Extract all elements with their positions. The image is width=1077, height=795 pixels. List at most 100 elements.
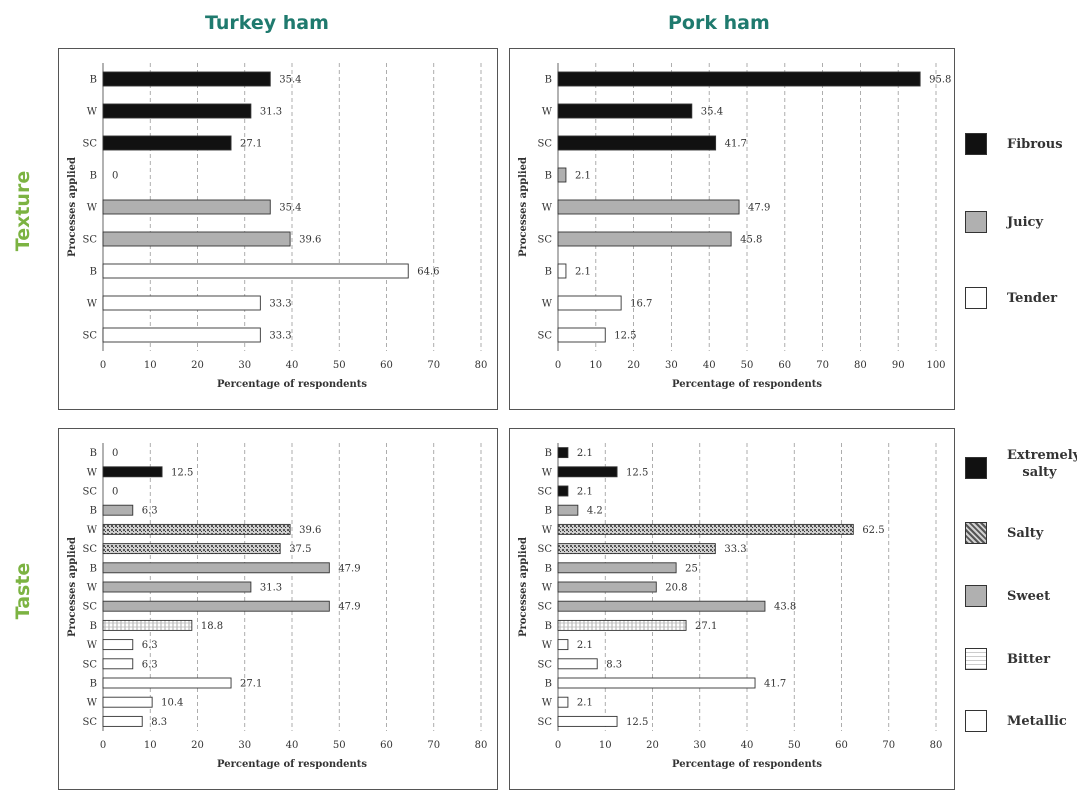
bar xyxy=(557,135,717,151)
bar xyxy=(557,523,854,535)
x-tick-label: 20 xyxy=(627,360,640,371)
category-label: B xyxy=(90,563,97,574)
category-label: SC xyxy=(537,331,552,342)
row-title-texture: Texture xyxy=(12,170,34,252)
chart-panel-pork-taste: 0 10 20 30 40 50 60 70 80 B 2.1 W 12.5 SC 2.1 B 4.2 W 62.5… xyxy=(509,428,955,790)
x-tick-label: 40 xyxy=(286,360,299,371)
data-label: 16.7 xyxy=(630,299,652,310)
bar xyxy=(557,466,618,478)
data-label: 0 xyxy=(112,171,118,182)
legend-label: Tender xyxy=(1007,291,1058,306)
data-label: 33.3 xyxy=(269,299,291,310)
category-label: SC xyxy=(82,717,97,728)
bar xyxy=(557,447,569,459)
x-tick-label: 70 xyxy=(427,740,440,751)
chart-svg-turkey-taste: 0 10 20 30 40 50 60 70 80 B 0 W 12.5 SC 0 B 6.3 W 39.6 SC 37… xyxy=(67,443,487,770)
bar xyxy=(102,523,291,535)
bar xyxy=(102,658,134,670)
x-axis-label: Percentage of respondents xyxy=(217,379,367,390)
category-label: B xyxy=(90,75,97,86)
x-tick-label: 80 xyxy=(854,360,867,371)
y-axis-label: Processes applied xyxy=(67,157,78,257)
y-axis-label: Processes applied xyxy=(518,157,529,257)
bar xyxy=(557,103,693,119)
legend-swatch xyxy=(965,133,987,155)
bar xyxy=(557,658,598,670)
legend-swatch xyxy=(965,710,987,732)
data-label: 2.1 xyxy=(575,267,591,278)
data-label: 31.3 xyxy=(260,583,282,594)
x-tick-label: 60 xyxy=(380,740,393,751)
x-tick-label: 10 xyxy=(144,360,157,371)
x-tick-label: 60 xyxy=(835,740,848,751)
bar xyxy=(557,231,732,247)
bar xyxy=(102,639,134,651)
bar xyxy=(102,466,163,478)
bar xyxy=(557,600,766,612)
category-label: SC xyxy=(537,487,552,498)
column-title-turkey: Turkey ham xyxy=(205,12,329,34)
legend-item: Sweet xyxy=(965,585,1075,625)
category-label: B xyxy=(545,75,552,86)
bar xyxy=(102,71,271,87)
data-label: 47.9 xyxy=(748,203,770,214)
data-label: 27.1 xyxy=(240,679,262,690)
x-tick-label: 60 xyxy=(778,360,791,371)
category-label: B xyxy=(545,621,552,632)
x-tick-label: 10 xyxy=(599,740,612,751)
data-label: 6.3 xyxy=(142,659,158,670)
category-label: SC xyxy=(537,235,552,246)
x-tick-label: 0 xyxy=(100,360,106,371)
y-axis-label: Processes applied xyxy=(67,537,78,637)
data-label: 8.3 xyxy=(151,717,167,728)
data-label: 41.7 xyxy=(764,679,786,690)
data-label: 10.4 xyxy=(161,698,183,709)
legend-item: Extremely salty xyxy=(965,447,1077,487)
category-label: SC xyxy=(82,139,97,150)
bar xyxy=(102,263,409,279)
x-axis-label: Percentage of respondents xyxy=(217,759,367,770)
bar xyxy=(102,581,252,593)
data-label: 27.1 xyxy=(240,139,262,150)
legend-swatch xyxy=(965,287,987,309)
bar xyxy=(102,295,261,311)
data-label: 4.2 xyxy=(587,506,603,517)
category-label: W xyxy=(87,583,98,594)
data-label: 8.3 xyxy=(606,659,622,670)
bar xyxy=(557,715,618,727)
category-label: B xyxy=(545,267,552,278)
legend-swatch xyxy=(965,522,987,544)
category-label: W xyxy=(542,583,553,594)
bar xyxy=(557,543,716,555)
bar xyxy=(102,619,193,631)
legend-label: Salty xyxy=(1007,526,1044,541)
legend-item: Salty xyxy=(965,522,1075,562)
category-label: W xyxy=(87,525,98,536)
chart-panel-turkey-taste: 0 10 20 30 40 50 60 70 80 B 0 W 12.5 SC 0 B 6.3 W 39.6 SC 37… xyxy=(58,428,498,790)
data-label: 0 xyxy=(112,448,118,459)
category-label: W xyxy=(87,467,98,478)
bar xyxy=(557,696,569,708)
data-label: 95.8 xyxy=(929,75,951,86)
bar xyxy=(102,562,330,574)
x-tick-label: 90 xyxy=(892,360,905,371)
x-tick-label: 50 xyxy=(741,360,754,371)
x-tick-label: 80 xyxy=(475,360,488,371)
data-label: 2.1 xyxy=(577,640,593,651)
x-tick-label: 30 xyxy=(693,740,706,751)
legend-item: Tender xyxy=(965,287,1075,327)
data-label: 33.3 xyxy=(269,331,291,342)
y-axis-label: Processes applied xyxy=(518,537,529,637)
data-label: 12.5 xyxy=(614,331,636,342)
bar xyxy=(557,295,622,311)
data-label: 12.5 xyxy=(626,717,648,728)
x-axis-label: Percentage of respondents xyxy=(672,379,822,390)
bar xyxy=(102,696,153,708)
x-tick-label: 70 xyxy=(882,740,895,751)
row-title-taste: Taste xyxy=(12,562,34,620)
chart-panel-turkey-texture: 0 10 20 30 40 50 60 70 80 B 35.4 W 31.3 SC 27.1 B 0 W 35.4… xyxy=(58,48,498,410)
data-label: 33.3 xyxy=(724,544,746,555)
bar xyxy=(102,135,232,151)
category-label: SC xyxy=(82,235,97,246)
bar xyxy=(557,562,677,574)
